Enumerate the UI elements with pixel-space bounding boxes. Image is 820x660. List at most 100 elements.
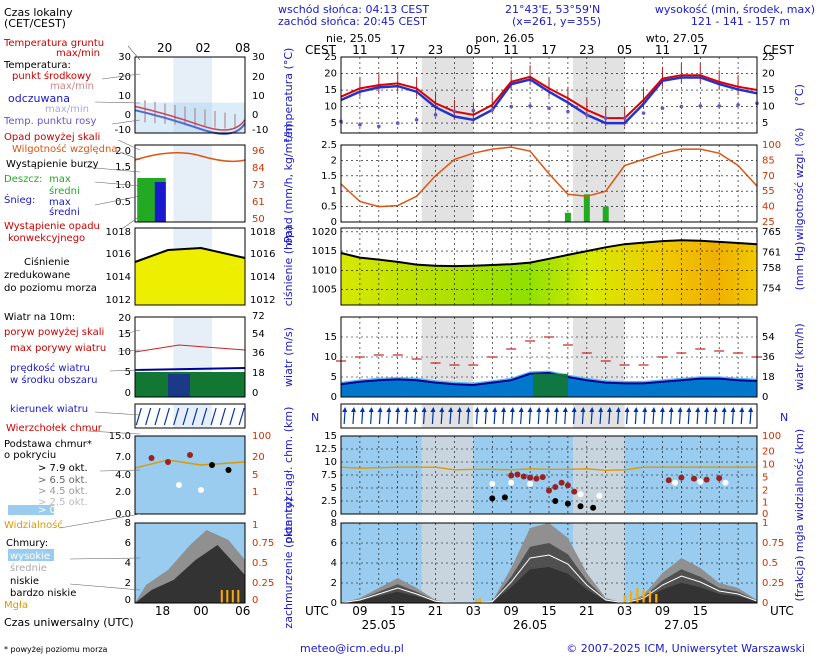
legend-utc-hour: 06: [235, 604, 250, 618]
wind-dir-arrowhead: [712, 407, 718, 412]
rain-bar: [602, 206, 609, 222]
legend-pressure-area: [135, 248, 245, 305]
cloud-base-dot-dark: [590, 504, 597, 511]
legend-cloud-tick: 4: [125, 558, 131, 569]
dew-point-dot: [698, 104, 703, 108]
wind-dir-arrowhead: [562, 407, 568, 412]
legend-press-tick: 1016: [106, 249, 131, 260]
legend-press-tick-r: 1012: [250, 295, 275, 306]
legend-hum-tick: 73: [252, 180, 265, 191]
legend-visr-tick: 100: [252, 431, 271, 442]
wind-dir-arrowhead: [642, 407, 648, 412]
wind-dir-arrowhead: [518, 407, 524, 412]
felt-temp-line: [340, 76, 758, 125]
legend-wind-tick: 5: [125, 367, 131, 378]
legend-connector: [94, 101, 141, 104]
legend-fog-bar: [231, 590, 234, 603]
dew-point-dot: [603, 116, 608, 120]
wind-dir-arrowhead: [553, 407, 559, 412]
legend-cloud-base2: o pokryciu: [4, 450, 56, 461]
dir-frame: [340, 403, 758, 429]
legend-night-band: [173, 57, 212, 133]
legend-felt-maxmin: max/min: [45, 104, 89, 115]
dew-point-dot: [641, 111, 646, 115]
cloud-base-dot: [552, 483, 559, 490]
wind-dir-arrowhead: [651, 407, 656, 412]
visibility-tick: 2: [762, 486, 768, 497]
legend-utc-hour: 18: [155, 604, 170, 618]
legend-hum-tick: 61: [252, 197, 265, 208]
cloud-base-dot: [716, 475, 723, 482]
legend-wind-arrow: [173, 407, 180, 426]
top-hour-label: 11: [504, 43, 519, 57]
wind-dir-arrowhead: [483, 407, 489, 412]
legend-snow: Śnieg:: [4, 193, 35, 206]
legend-low: niskie: [10, 576, 39, 587]
cloud-base-dot-dark: [577, 503, 584, 510]
legend-press-tick: 1018: [106, 227, 131, 238]
legend-temp-line: [134, 105, 246, 131]
legend-panel-frame: [134, 144, 246, 223]
legend-snow-max-label: max: [49, 197, 71, 208]
temp-right-tick: 15: [762, 85, 775, 96]
wind-dir-arrowhead: [615, 407, 621, 412]
elevation-values: 121 - 141 - 157 m: [691, 15, 790, 28]
legend-kmh-tick: 54: [252, 329, 265, 340]
humidity-line: [340, 146, 758, 208]
temp-left-tick: 20: [324, 69, 337, 80]
bottom-hour-label: 03: [466, 604, 481, 618]
dew-point-dot: [547, 106, 551, 111]
top-hour-label: 05: [617, 43, 632, 57]
legend-cloudbase-dot: [209, 462, 215, 468]
temp-left-tick: 15: [324, 85, 337, 96]
footer-copyright: © 2007-2025 ICM, Uniwersytet Warszawski: [566, 642, 805, 655]
temp-left-tick: 5: [331, 118, 337, 129]
humidity-tick: 55: [762, 186, 775, 197]
bottom-hour-label: 03: [617, 604, 632, 618]
legend-conv-precip: Wystąpienie opadu: [4, 221, 100, 232]
legend-gust-line: [134, 344, 246, 353]
wind-dir-arrowhead: [509, 407, 515, 412]
dew-point-dot: [414, 117, 419, 122]
temp-night-1: [572, 57, 625, 133]
legend-cloudbase-dot: [198, 487, 204, 493]
legend-wind-arrow: [163, 407, 170, 426]
wind-dir-arrowhead: [686, 407, 692, 412]
precip-title-left: opad (mm/h, kg/m²/h): [282, 123, 295, 244]
cloud-base-dot: [665, 477, 672, 484]
legend-felt: odczuwana: [8, 92, 70, 105]
legend-fog-tick: 0.75: [252, 538, 274, 549]
dew-point-dot: [736, 103, 740, 107]
precip-title-right: wilgotność wzgl. (%): [793, 128, 806, 241]
bottom-day-label: 25.05: [362, 618, 396, 632]
wind-dir-arrowhead: [465, 407, 471, 412]
legend-pressure3: do poziomu morza: [4, 283, 97, 294]
legend-fog: Mgła: [4, 600, 28, 611]
footer-email[interactable]: meteo@icm.edu.pl: [300, 642, 404, 655]
humidity-tick: 25: [762, 217, 775, 228]
legend-ok01-box: [8, 505, 54, 515]
cloud-base-dot-dark: [489, 495, 496, 502]
mmhg-tick: 765: [762, 227, 781, 238]
legend-panel-frame: [134, 316, 246, 398]
wind-dir-arrowhead: [730, 407, 736, 412]
top-axis-left-label: CEST: [305, 43, 337, 57]
legend-wind-arrow: [182, 407, 189, 426]
wind-dir-arrowhead: [500, 407, 506, 412]
mmhg-tick: 758: [762, 263, 781, 274]
legend-temp-tick-r: 10: [252, 91, 265, 102]
cloud-base-dot-dark: [552, 498, 559, 504]
dew-point-dot: [452, 109, 457, 114]
cloud-base-dot-light: [577, 491, 584, 498]
top-axis-right-label: CEST: [763, 43, 795, 57]
prec-left-tick: 2: [331, 155, 337, 166]
mmhg-tick: 761: [762, 248, 781, 259]
mmhg-tick: 754: [762, 283, 781, 294]
fog-bar: [478, 598, 481, 603]
legend-wind-arrow: [135, 407, 142, 426]
legend-connector: [109, 369, 141, 372]
cloud-title-right: (frakcja) mgła: [793, 525, 806, 602]
legend-wind-speed: prędkość wiatru: [10, 362, 90, 374]
dew-point-dot: [490, 108, 495, 112]
bottom-hour-label: 09: [655, 604, 670, 618]
